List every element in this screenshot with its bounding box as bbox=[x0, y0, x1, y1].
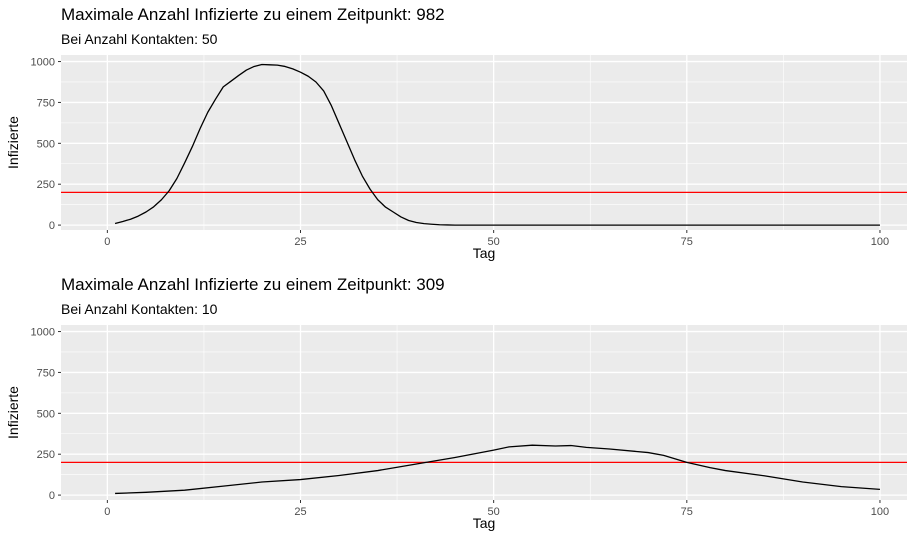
series-line bbox=[115, 444, 881, 495]
chart-subtitle: Bei Anzahl Kontakten: 10 bbox=[61, 301, 218, 317]
x-tick-label: 25 bbox=[294, 236, 306, 248]
y-tick-label: 750 bbox=[37, 97, 55, 109]
x-tick-label: 75 bbox=[681, 506, 693, 518]
x-tick-label: 50 bbox=[488, 236, 500, 248]
x-tick-label: 0 bbox=[104, 506, 110, 518]
plot-panel-background bbox=[61, 55, 907, 230]
series-line bbox=[114, 63, 880, 226]
y-axis-label: Infizierte bbox=[5, 386, 21, 439]
chart-title: Maximale Anzahl Infizierte zu einem Zeit… bbox=[61, 275, 445, 294]
y-tick-label: 1000 bbox=[31, 57, 55, 69]
chart-title: Maximale Anzahl Infizierte zu einem Zeit… bbox=[61, 5, 445, 24]
chart-panel-2: Maximale Anzahl Infizierte zu einem Zeit… bbox=[5, 275, 907, 531]
x-axis-label: Tag bbox=[473, 245, 496, 261]
y-tick-label: 500 bbox=[37, 138, 55, 150]
x-tick-label: 100 bbox=[871, 506, 889, 518]
y-axis-label: Infizierte bbox=[5, 116, 21, 169]
x-tick-label: 100 bbox=[871, 236, 889, 248]
chart-panel-1: Maximale Anzahl Infizierte zu einem Zeit… bbox=[5, 5, 907, 261]
y-tick-label: 0 bbox=[49, 490, 55, 502]
x-tick-label: 25 bbox=[294, 506, 306, 518]
x-tick-label: 0 bbox=[104, 236, 110, 248]
y-tick-label: 250 bbox=[37, 179, 55, 191]
y-tick-label: 1000 bbox=[31, 327, 55, 339]
x-tick-label: 75 bbox=[681, 236, 693, 248]
chart-subtitle: Bei Anzahl Kontakten: 50 bbox=[61, 31, 218, 47]
y-tick-label: 0 bbox=[49, 220, 55, 232]
y-tick-label: 500 bbox=[37, 408, 55, 420]
y-tick-label: 250 bbox=[37, 449, 55, 461]
plot-panel-background bbox=[61, 325, 907, 500]
x-tick-label: 50 bbox=[488, 506, 500, 518]
y-tick-label: 750 bbox=[37, 367, 55, 379]
x-axis-label: Tag bbox=[473, 515, 496, 531]
